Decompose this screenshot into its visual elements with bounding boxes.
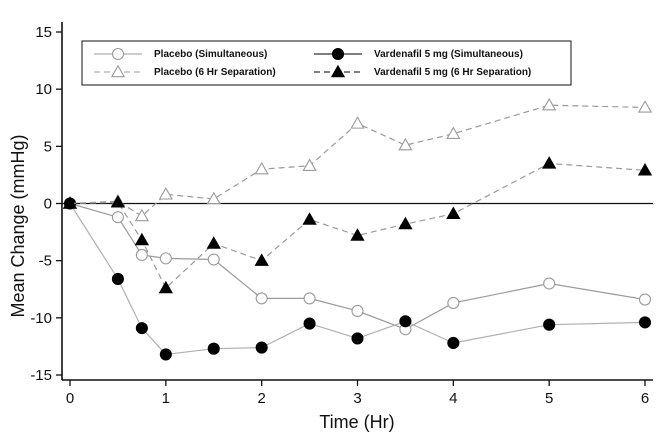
data-point: [255, 341, 268, 354]
y-tick-label: -10: [30, 310, 52, 327]
y-tick-label: 15: [35, 24, 52, 41]
data-point: [398, 216, 413, 230]
data-point: [135, 322, 148, 335]
data-point: [135, 248, 148, 261]
legend-marker: [331, 47, 345, 61]
data-point: [207, 253, 220, 266]
data-point: [638, 316, 652, 329]
data-point: [447, 296, 460, 310]
data-point: [543, 277, 556, 290]
data-point: [303, 292, 316, 305]
data-point: [134, 232, 150, 246]
x-tick-label: 4: [449, 390, 457, 407]
data-point: [159, 348, 172, 361]
y-tick-label: 0: [44, 196, 52, 213]
series-layer: [62, 97, 653, 361]
data-point: [206, 236, 221, 249]
data-point: [542, 156, 557, 169]
data-point: [255, 292, 268, 305]
legend-label: Vardenafil 5 mg (Simultaneous): [374, 49, 523, 60]
legend-entry: Vardenafil 5 mg (Simultaneous): [314, 47, 523, 61]
legend-entry: Placebo (Simultaneous): [94, 47, 267, 61]
series-line: [69, 203, 646, 356]
data-point: [62, 196, 78, 209]
x-axis-ticks: 0 1 2 3 4 5 6: [66, 380, 649, 407]
legend-marker: [330, 64, 346, 78]
data-point: [351, 332, 364, 345]
series-4: [62, 156, 653, 294]
series-1: [63, 197, 652, 336]
series-3: [63, 197, 652, 361]
data-point: [111, 211, 124, 224]
data-point: [398, 137, 413, 151]
data-point: [637, 100, 653, 113]
data-point: [158, 280, 173, 294]
data-point: [350, 116, 365, 129]
x-tick-label: 6: [641, 390, 649, 407]
series-line: [69, 104, 646, 217]
data-point: [110, 195, 126, 208]
data-point: [637, 163, 653, 176]
data-point: [399, 315, 412, 328]
x-tick-label: 1: [162, 390, 170, 407]
data-point: [302, 158, 317, 171]
data-point: [302, 212, 317, 225]
series-2: [62, 97, 653, 222]
series-line: [69, 162, 646, 290]
data-point: [446, 206, 461, 219]
x-tick-label: 2: [257, 390, 265, 407]
legend: Placebo (Simultaneous) Placebo (6 Hr Sepa…: [81, 40, 572, 86]
x-tick-label: 0: [66, 390, 74, 407]
y-tick-label: -5: [39, 253, 52, 270]
y-axis-ticks: -15 -10 -5 0 5 10 15: [30, 24, 62, 384]
series-line: [69, 202, 646, 330]
data-point: [350, 228, 365, 241]
legend-box: [81, 40, 572, 86]
data-point: [446, 126, 461, 139]
data-point: [447, 336, 460, 350]
legend-entry: Placebo (6 Hr Separation): [94, 64, 276, 78]
x-tick-label: 3: [353, 390, 361, 407]
y-tick-label: 10: [35, 81, 52, 98]
data-point: [159, 252, 172, 265]
y-tick-label: 5: [44, 138, 52, 155]
legend-label: Vardenafil 5 mg (6 Hr Separation): [374, 67, 531, 78]
data-point: [111, 272, 124, 286]
data-point: [351, 304, 364, 318]
data-point: [638, 293, 652, 306]
legend-label: Placebo (Simultaneous): [154, 49, 267, 60]
data-point: [134, 208, 150, 222]
data-point: [542, 97, 557, 111]
legend-items: Placebo (Simultaneous) Placebo (6 Hr Sepa…: [94, 47, 531, 78]
data-point: [206, 191, 221, 205]
legend-marker: [111, 47, 125, 61]
data-point: [158, 187, 173, 200]
data-point: [254, 253, 269, 266]
legend-entry: Vardenafil 5 mg (6 Hr Separation): [314, 64, 531, 78]
x-tick-label: 5: [545, 390, 553, 407]
data-point: [207, 342, 220, 355]
legend-marker: [110, 64, 126, 78]
x-axis-title: Time (Hr): [319, 412, 394, 432]
data-point: [543, 318, 556, 331]
data-point: [303, 317, 316, 330]
y-tick-label: -15: [30, 367, 52, 384]
legend-label: Placebo (6 Hr Separation): [154, 67, 276, 78]
data-point: [254, 161, 269, 175]
y-axis-title: Mean Change (mmHg): [8, 134, 28, 317]
